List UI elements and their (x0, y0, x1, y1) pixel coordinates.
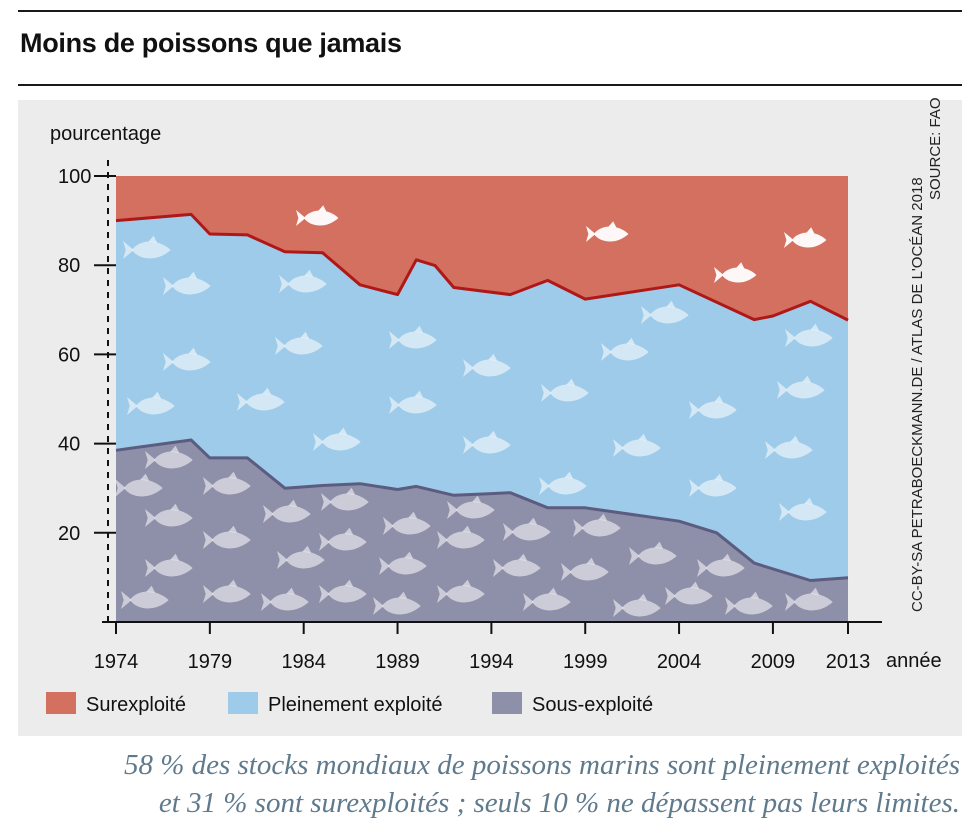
x-tick-label: 1984 (281, 651, 326, 673)
x-tick-label: 2004 (657, 651, 702, 673)
legend-swatch-surexploite (46, 692, 76, 714)
title-rule (18, 84, 962, 86)
y-tick-label: 80 (58, 255, 80, 277)
legend-label-sous: Sous-exploité (532, 694, 653, 716)
caption-line-1: 58 % des stocks mondiaux de poissons mar… (123, 749, 960, 781)
y-tick-label: 100 (58, 166, 91, 188)
x-tick-label: 2013 (826, 651, 871, 673)
legend-label-pleinement: Pleinement exploité (268, 694, 443, 716)
legend: Surexploité Pleinement exploité Sous-exp… (46, 692, 653, 716)
legend-swatch-sous (492, 692, 522, 714)
x-tick-label: 1989 (375, 651, 420, 673)
legend-swatch-pleinement (228, 692, 258, 714)
chart-title: Moins de poissons que jamais (20, 28, 402, 58)
x-tick-label: 1999 (563, 651, 608, 673)
credit-line-1: CC-BY-SA PETRABOECKMANN.DE / ATLAS DE L'… (909, 177, 926, 612)
caption: 58 % des stocks mondiaux de poissons mar… (10, 746, 960, 822)
area-sous-exploite (116, 440, 848, 622)
x-tick-label: 1979 (188, 651, 233, 673)
x-tick-label: 2009 (751, 651, 796, 673)
x-tick-label: 1974 (94, 651, 139, 673)
y-tick-label: 20 (58, 523, 80, 545)
x-axis-label: année (886, 650, 942, 672)
y-axis-label: pourcentage (50, 123, 161, 145)
line-surexploite-boundary (115, 212, 849, 322)
caption-line-2: et 31 % sont surexploités ; seuls 10 % n… (158, 787, 960, 819)
credit-line-2: SOURCE: FAO (927, 97, 944, 200)
top-rule (18, 10, 962, 12)
x-tick-label: 1994 (469, 651, 514, 673)
stacked-area-chart: 20 40 60 80 100 1974 1979 1984 1989 1994 1999 2004 2… (46, 97, 944, 716)
y-tick-label: 60 (58, 344, 80, 366)
credit-text: CC-BY-SA PETRABOECKMANN.DE / ATLAS DE L'… (909, 97, 944, 612)
line-sous-exploite-boundary (115, 438, 849, 582)
y-tick-label: 40 (58, 434, 80, 456)
legend-label-surexploite: Surexploité (86, 694, 186, 716)
